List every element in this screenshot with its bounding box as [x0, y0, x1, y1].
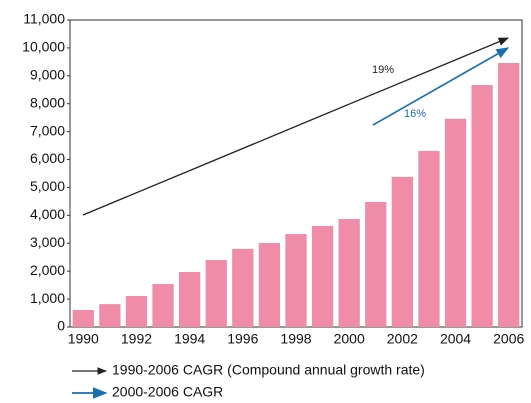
y-tick-label: 3,000 [30, 234, 65, 250]
cagr-arrow [372, 47, 510, 126]
bar [311, 225, 334, 327]
bar [338, 218, 360, 327]
y-tick-label: 6,000 [30, 150, 65, 166]
bar [418, 150, 440, 327]
y-tick-label: 7,000 [30, 122, 65, 138]
bar [365, 201, 387, 327]
bar [444, 118, 467, 327]
y-tick-label: 8,000 [30, 94, 65, 110]
bar [232, 248, 254, 327]
y-tick-label: 10,000 [22, 39, 65, 55]
bar [471, 85, 493, 327]
y-tick-label: 2,000 [30, 262, 65, 278]
cagr-arrow [82, 37, 509, 216]
bar [498, 62, 520, 327]
x-tick-label: 2002 [387, 331, 418, 347]
x-tick-label: 2000 [334, 331, 365, 347]
y-tick-label: 4,000 [30, 206, 65, 222]
bar [179, 272, 201, 327]
bar [152, 284, 174, 327]
bar [258, 242, 281, 327]
bar [205, 260, 227, 327]
y-tick-label: 11,000 [23, 11, 65, 27]
x-tick-label: 1998 [280, 331, 311, 347]
y-tick-label: 1,000 [30, 290, 65, 306]
x-tick-label: 1990 [68, 331, 99, 347]
x-tick-label: 2006 [493, 331, 524, 347]
x-tick-label: 1992 [121, 331, 152, 347]
legend-label: 2000-2006 CAGR [112, 384, 223, 400]
annotation: 16% [404, 108, 426, 120]
bar [72, 309, 94, 327]
x-tick-label: 1994 [174, 331, 205, 347]
x-tick-label: 2004 [440, 331, 471, 347]
x-tick-label: 1996 [227, 331, 258, 347]
bar [99, 304, 121, 327]
y-tick-label: 9,000 [30, 67, 65, 83]
y-tick-label: 5,000 [30, 178, 65, 194]
bar [125, 296, 148, 327]
annotation: 19% [372, 64, 394, 76]
bar [391, 176, 413, 327]
bar [285, 234, 307, 327]
legend-label: 1990-2006 CAGR (Compound annual growth r… [112, 362, 425, 378]
y-tick-label: 0 [57, 318, 65, 334]
